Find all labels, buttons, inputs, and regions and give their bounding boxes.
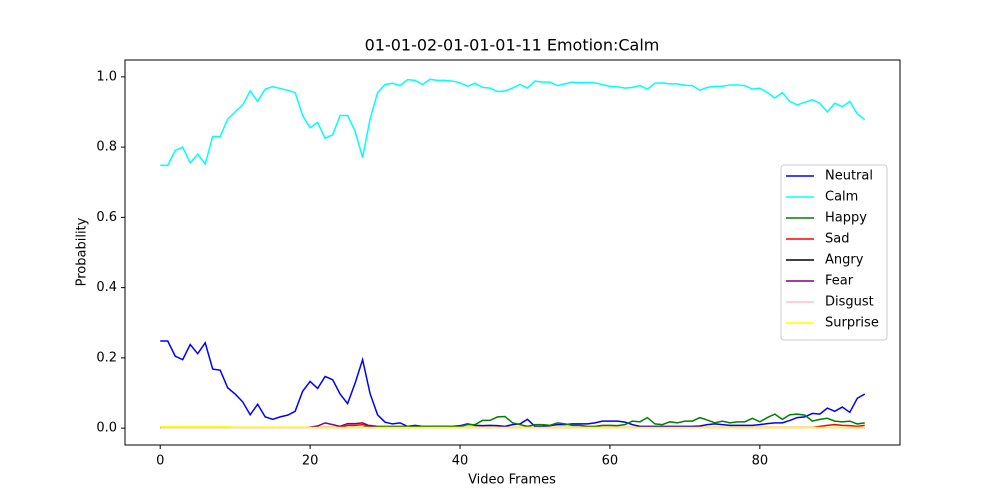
y-tick-label: 0.2 — [96, 350, 117, 365]
legend-box — [780, 164, 888, 341]
x-tick-label: 20 — [302, 454, 319, 469]
x-tick-label: 60 — [602, 454, 619, 469]
x-axis-label: Video Frames — [468, 473, 556, 488]
legend-label: Disgust — [825, 295, 874, 310]
chart-title: 01-01-02-01-01-01-11 Emotion:Calm — [365, 36, 660, 55]
plot-frame — [124, 59, 901, 446]
series-line — [160, 425, 865, 429]
series-line — [160, 78, 866, 167]
x-tick-label: 80 — [752, 454, 769, 469]
y-tick-label: 0.4 — [96, 280, 117, 295]
legend-label: Fear — [825, 274, 854, 289]
legend-label: Surprise — [825, 316, 879, 331]
x-tick-label: 0 — [156, 454, 164, 469]
y-tick-label: 0.8 — [96, 140, 117, 155]
x-tick-label: 40 — [452, 454, 469, 469]
legend-label: Calm — [825, 190, 858, 205]
y-tick-label: 0.6 — [96, 210, 117, 225]
series-line — [160, 340, 866, 428]
legend-label: Neutral — [825, 169, 873, 184]
y-axis-label: Probability — [75, 217, 90, 286]
legend-label: Sad — [825, 232, 849, 247]
legend-label: Angry — [825, 253, 864, 268]
y-tick-label: 0.0 — [96, 421, 117, 436]
legend-label: Happy — [825, 211, 867, 226]
y-tick-label: 1.0 — [96, 69, 117, 84]
